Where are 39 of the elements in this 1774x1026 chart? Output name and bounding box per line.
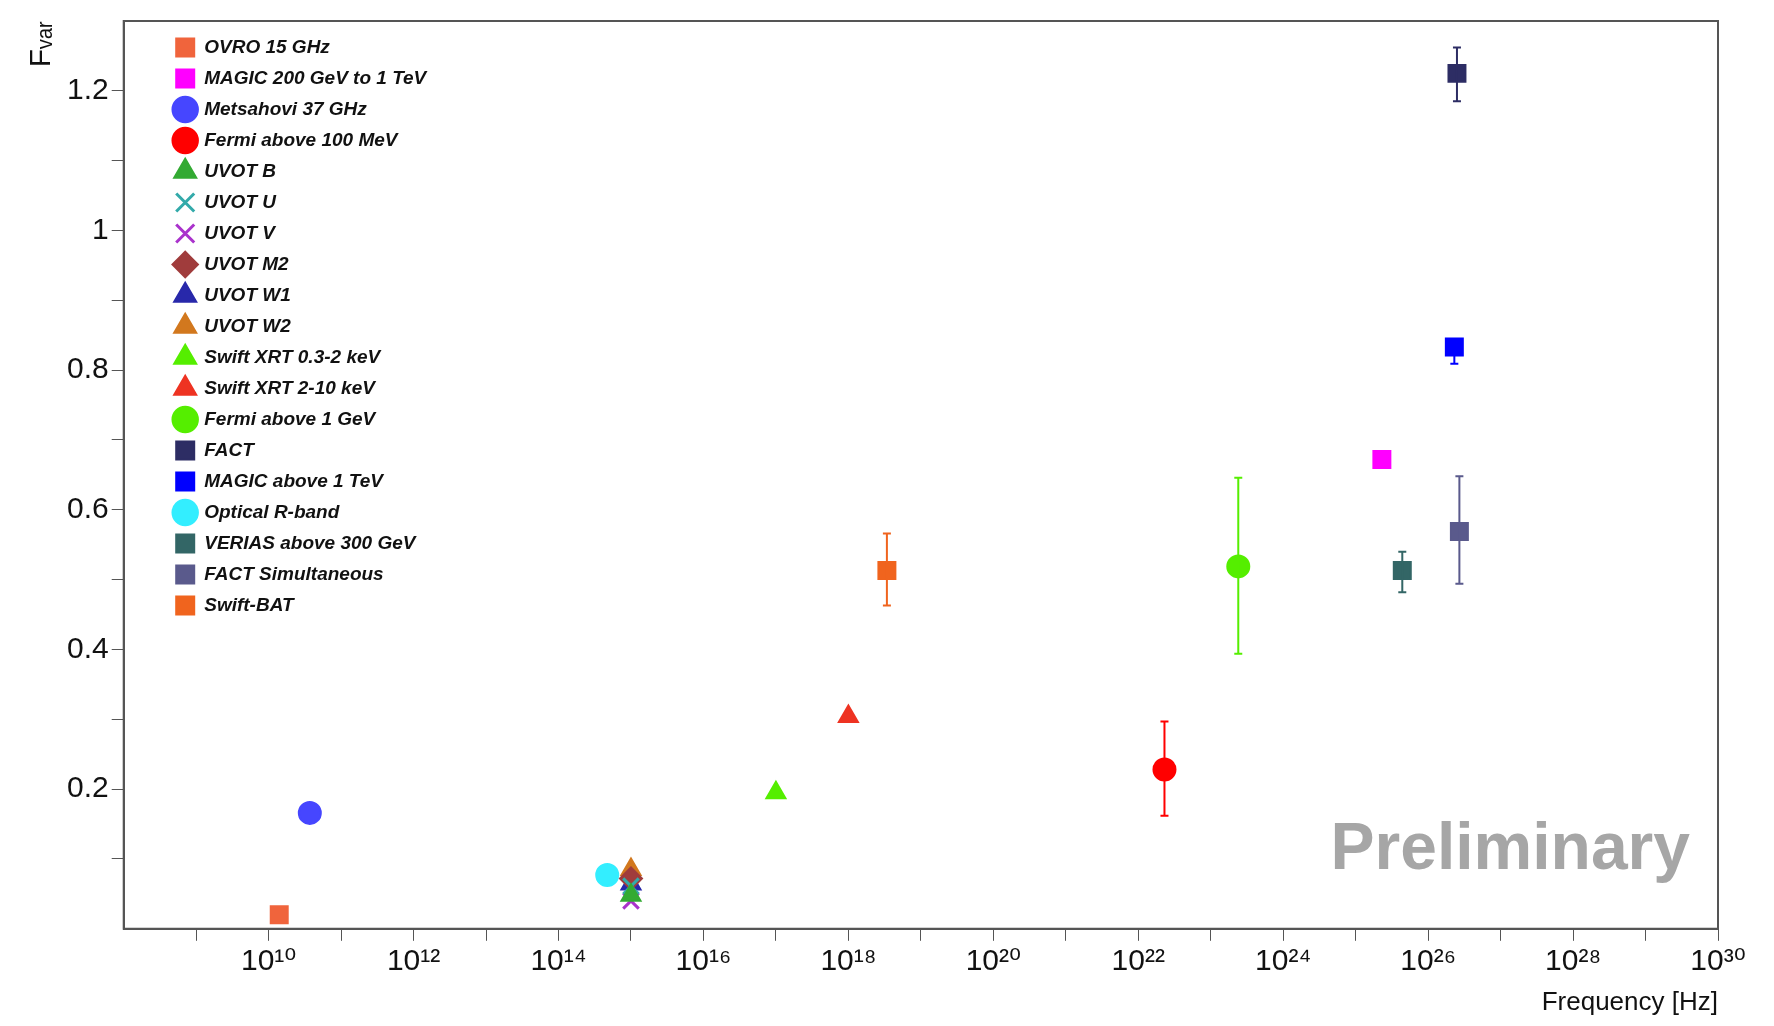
legend-label: OVRO 15 GHz (204, 35, 331, 57)
y-axis-title: Fᵥₐᵣ (23, 21, 57, 68)
y-tick-label: 0.2 (66, 770, 109, 804)
y-tick-label: 0.6 (66, 491, 109, 525)
y-tick-label: 1.2 (66, 72, 109, 106)
x-tick-label: 10²⁰ (965, 943, 1022, 977)
legend-label: Metsahovi 37 GHz (204, 97, 368, 119)
legend-label: UVOT V (204, 221, 277, 243)
legend-label: UVOT B (204, 159, 277, 181)
y-tick-label: 1 (92, 211, 109, 245)
legend-label: Fermi above 1 GeV (204, 407, 377, 429)
legend-label: FACT (204, 438, 256, 460)
x-tick-label: 10²⁸ (1545, 943, 1602, 977)
x-tick-label: 10²⁶ (1400, 943, 1456, 977)
x-tick-label: 10¹⁶ (675, 943, 732, 977)
y-tick-label: 0.8 (66, 351, 109, 385)
legend-label: UVOT M2 (204, 252, 290, 274)
legend-label: Optical R-band (204, 500, 340, 522)
legend-label: UVOT W1 (204, 283, 291, 305)
legend-label: FACT Simultaneous (204, 562, 384, 584)
legend-label: Swift-BAT (204, 593, 295, 615)
x-tick-label: 10²² (1111, 943, 1165, 977)
x-axis-title: Frequency [Hz] (1541, 985, 1718, 1016)
legend-label: Swift XRT 2-10 keV (204, 376, 377, 398)
x-tick-label: 10³⁰ (1690, 943, 1746, 977)
x-tick-label: 10²⁴ (1255, 943, 1312, 977)
legend-label: MAGIC 200 GeV to 1 TeV (204, 66, 428, 88)
legend-label: VERIAS above 300 GeV (204, 531, 417, 553)
annotation: Preliminary (1330, 808, 1691, 883)
legend-label: MAGIC above 1 TeV (204, 469, 385, 491)
x-tick-label: 10¹⁴ (530, 943, 587, 977)
legend-label: Fermi above 100 MeV (204, 128, 399, 150)
x-tick-label: 10¹² (386, 943, 441, 977)
x-tick-label: 10¹⁸ (820, 943, 877, 977)
legend-label: UVOT U (204, 190, 278, 212)
x-tick-label: 10¹⁰ (240, 943, 297, 977)
legend-label: UVOT W2 (204, 314, 292, 336)
legend-label: Swift XRT 0.3-2 keV (204, 345, 382, 367)
y-tick-label: 0.4 (66, 630, 109, 664)
